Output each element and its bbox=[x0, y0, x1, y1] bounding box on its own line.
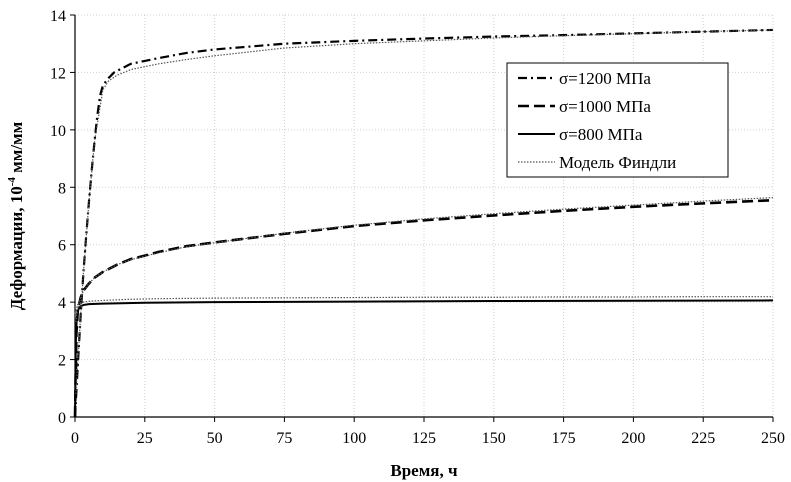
legend-label: σ=1200 МПа bbox=[559, 69, 651, 88]
series-line-5-dotted bbox=[75, 29, 774, 395]
legend: σ=1200 МПа σ=1000 МПа σ=800 МПа Модель Финд… bbox=[506, 62, 729, 178]
y-tick-label: 12 bbox=[50, 65, 66, 82]
series-line-4-dotted bbox=[75, 197, 774, 323]
x-tick-label: 75 bbox=[276, 430, 292, 447]
x-tick-label: 175 bbox=[552, 430, 576, 447]
x-tick-label: 50 bbox=[207, 430, 223, 447]
legend-label: σ=1000 МПа bbox=[559, 97, 651, 116]
x-ticks: 0 25 50 75 100 125 150 175 200 225 250 bbox=[71, 417, 785, 447]
y-tick-label: 0 bbox=[58, 410, 66, 427]
legend-label: σ=800 МПа bbox=[559, 125, 643, 144]
x-tick-label: 0 bbox=[71, 430, 79, 447]
y-axis-title-exponent: -4 bbox=[6, 177, 18, 187]
x-tick-label: 225 bbox=[691, 430, 715, 447]
series-line-0-dashdot bbox=[73, 28, 774, 418]
y-axis-title-main: Деформации, 10 bbox=[7, 186, 26, 310]
y-tick-label: 8 bbox=[58, 180, 66, 197]
y-axis-title-units: мм/мм bbox=[7, 121, 26, 177]
x-tick-label: 125 bbox=[412, 430, 436, 447]
y-axis-title: Деформации, 10-4 мм/мм bbox=[6, 121, 26, 310]
x-tick-label: 100 bbox=[342, 430, 366, 447]
y-tick-label: 10 bbox=[50, 123, 66, 140]
series-line-3-dotted bbox=[74, 296, 773, 314]
y-tick-label: 2 bbox=[58, 353, 66, 370]
series-line-2-solid bbox=[74, 299, 774, 418]
y-tick-label: 4 bbox=[58, 295, 66, 312]
y-tick-label: 14 bbox=[50, 8, 66, 25]
x-tick-label: 150 bbox=[482, 430, 506, 447]
x-axis-title: Время, ч bbox=[390, 461, 458, 480]
y-tick-label: 6 bbox=[58, 238, 66, 255]
series-group bbox=[73, 28, 774, 418]
legend-label: Модель Финдли bbox=[559, 153, 676, 172]
x-tick-label: 250 bbox=[761, 430, 785, 447]
legend-box bbox=[506, 62, 729, 178]
series-line-1-dashed bbox=[73, 198, 774, 418]
x-tick-label: 25 bbox=[137, 430, 153, 447]
x-tick-label: 200 bbox=[621, 430, 645, 447]
y-ticks: 0 2 4 6 8 10 12 14 bbox=[50, 8, 75, 427]
